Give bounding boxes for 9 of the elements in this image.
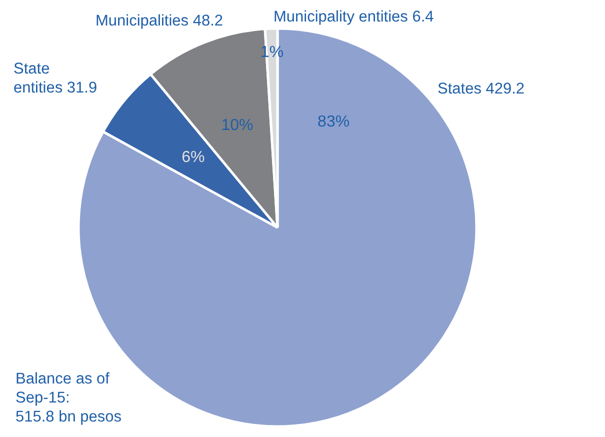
data-label: 6% xyxy=(182,149,205,166)
slice-label: State entities 31.9 xyxy=(14,60,98,96)
data-label: 1% xyxy=(260,44,284,61)
text: Balance as of Sep-15: 515.8 bn pesos xyxy=(16,370,122,426)
data-label: 10% xyxy=(221,117,254,134)
slice-label: Municipalities 48.2 xyxy=(96,12,224,30)
data-label: 83% xyxy=(318,114,350,131)
slice-label: Municipality entities 6.4 xyxy=(274,8,434,26)
slice-label: States 429.2 xyxy=(438,80,525,98)
